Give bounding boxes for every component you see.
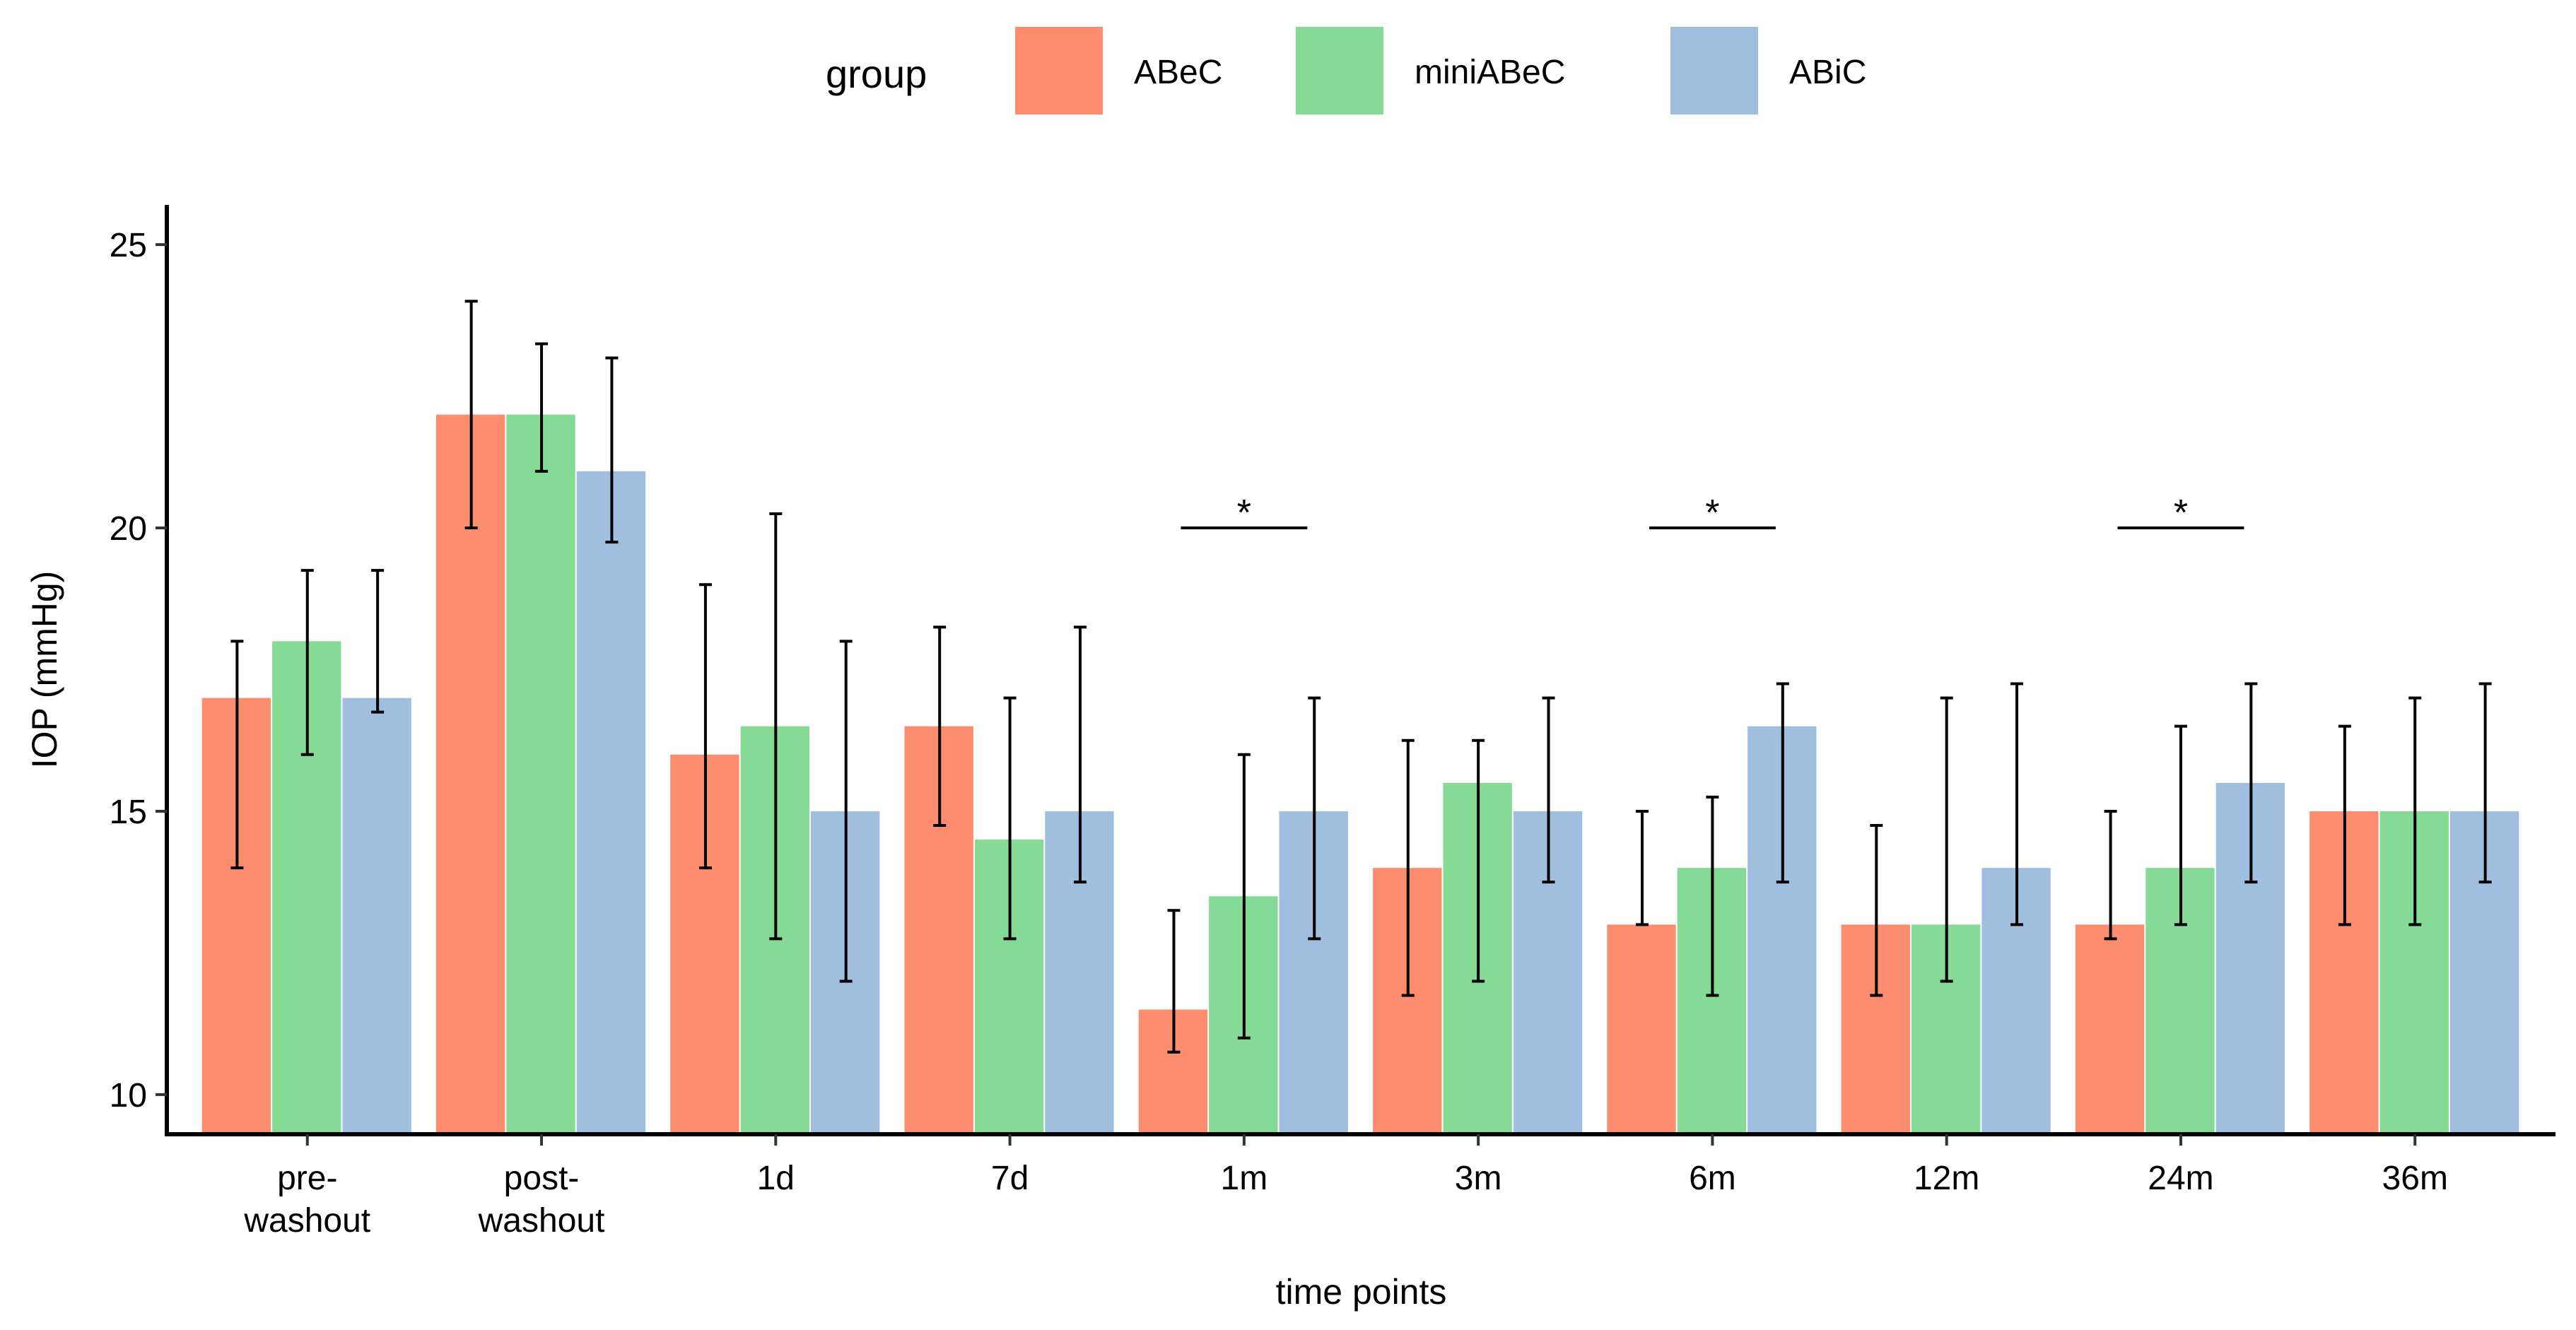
error-bars [230,300,2492,1054]
legend-key [1670,27,1758,114]
error-bar [2174,724,2187,926]
bar [2075,924,2145,1134]
x-tick-label: 6m [1689,1160,1736,1197]
bar [342,698,411,1134]
error-bar [839,640,853,983]
error-bar [1706,795,1719,997]
x-tick-label: 24m [2148,1160,2213,1197]
x-tick-label: 36m [2382,1160,2448,1197]
x-tick-label: post-washout [478,1160,605,1240]
y-tick-label: 15 [110,794,147,831]
error-bar [1870,824,1883,997]
error-bar [1401,738,1415,997]
legend-label: ABiC [1789,54,1866,91]
error-bar [698,583,712,870]
error-bar [230,640,244,870]
error-bar [1308,696,1321,941]
legend-label: miniABeC [1415,54,1565,91]
error-bar [1542,696,1555,884]
bars [201,414,2519,1134]
x-tick-label: 1m [1221,1160,1268,1197]
error-bar [2010,682,2024,926]
x-tick-label: 7d [991,1160,1029,1197]
significance-label: * [1237,493,1251,534]
legend-label: ABeC [1134,54,1222,91]
bar [576,471,646,1134]
legend: group ABeC miniABeC ABiC [826,27,1866,114]
error-bar [1003,696,1017,941]
y-axis-title: IOP (mmHg) [25,571,64,769]
error-bar [371,569,385,714]
error-bar [2478,682,2492,884]
legend-key [1015,27,1103,114]
error-bar [2408,696,2422,926]
y-tick-label: 10 [110,1077,147,1114]
error-bar [1073,625,1087,884]
x-tick-label: pre-washout [243,1160,370,1240]
y-tick-label: 25 [110,227,147,264]
error-bar [2338,724,2351,926]
bar [435,414,505,1134]
x-tick-label: 1d [757,1160,795,1197]
axes: 10 15 20 25 pre-washout post-washout 1d 7d 1m 3m 6… [110,205,2555,1240]
error-bar [2104,809,2117,941]
error-bar [1776,682,1789,884]
x-axis-title: time points [1276,1272,1447,1312]
error-bar [2244,682,2258,884]
x-tick-label: 3m [1455,1160,1502,1197]
legend-title: group [826,52,927,96]
significance-label: * [1705,493,1719,534]
error-bar [1636,809,1649,926]
error-bar [1167,909,1181,1054]
bar [506,414,575,1134]
error-bar [1940,696,1953,983]
error-bar [769,512,783,941]
error-bar [933,625,947,828]
bar [1607,924,1676,1134]
error-bar [1472,738,1485,983]
error-bar [605,356,619,544]
y-tick-label: 20 [110,510,147,548]
error-bar [1237,753,1251,1040]
error-bar [535,342,549,473]
significance-label: * [2174,493,2188,534]
legend-key [1296,27,1383,114]
error-bar [300,569,314,756]
error-bar [464,300,478,530]
significance-annotations: * * * [1181,493,2244,534]
x-tick-label: 12m [1914,1160,1979,1197]
